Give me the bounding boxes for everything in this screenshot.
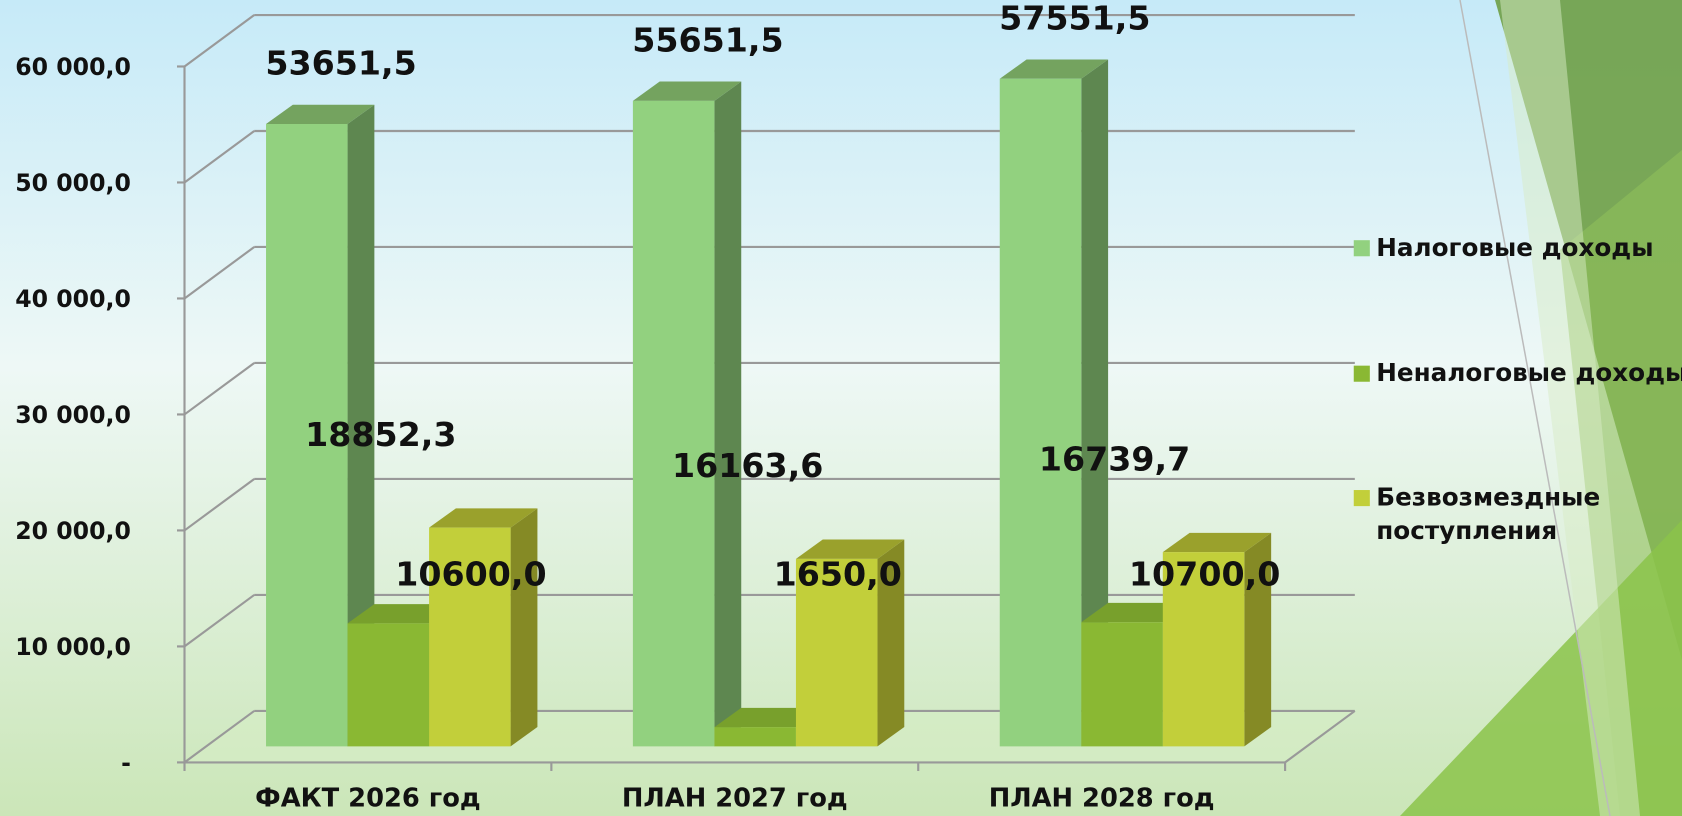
bar-face [429,508,538,528]
y-tick-label: 10 000,0 [15,633,131,661]
grid-line [183,246,255,300]
bar [632,81,742,747]
bar-face [795,558,878,747]
grid-line [183,362,255,416]
bar-face [1081,622,1163,747]
data-label: 57551,5 [999,0,1150,37]
bar-face [1081,59,1109,747]
bar [266,104,375,747]
bar-face [429,527,511,747]
data-label: 10700,0 [1129,554,1280,593]
bar-face [347,623,430,747]
floor-edge [1284,710,1356,764]
x-tick-label: ФАКТ 2026 год [255,783,481,813]
bar-face [632,100,715,747]
data-label: 53651,5 [265,44,416,83]
bar-face [510,508,538,747]
legend-label: Неналоговые доходы [1376,358,1682,387]
bar-face [999,78,1082,747]
bar-face [347,104,375,747]
x-tick-label: ПЛАН 2028 год [989,783,1215,813]
legend-label: Налоговые доходы [1376,233,1653,262]
grid-line [183,594,255,648]
y-tick-label: 60 000,0 [15,53,131,81]
legend-label: Безвозмездные поступления [1376,483,1609,545]
y-tick-label: - [121,749,131,777]
bar-face [877,539,905,747]
bar-face [714,727,796,747]
decoration [1400,0,1682,816]
bar-face [266,124,348,747]
bar-face [266,104,375,125]
legend-swatch [1353,490,1370,507]
bar-face [1162,532,1272,553]
bar [795,539,905,747]
grid-line [183,710,255,764]
y-tick-label: 50 000,0 [15,169,131,197]
y-tick-label: 40 000,0 [15,285,131,313]
y-tick-label: 30 000,0 [15,401,131,429]
bar-face [714,81,742,747]
bar-face [632,81,742,101]
bar-face [714,707,823,728]
bar [999,59,1109,747]
data-label: 18852,3 [305,415,456,454]
grid-line [183,14,255,68]
legend-swatch [1353,365,1370,382]
data-label: 10600,0 [395,554,546,593]
bar-face [999,59,1109,79]
bar-face [1081,602,1190,623]
bar-face [347,604,456,624]
bar [1162,532,1272,747]
bar-face [1162,552,1245,747]
bar-face [1244,532,1272,747]
data-label: 16739,7 [1039,440,1190,479]
data-label: 55651,5 [632,20,783,59]
legend-swatch [1353,240,1370,257]
data-label: 1650,0 [774,554,902,593]
x-tick-label: ПЛАН 2027 год [622,783,848,813]
bar [429,508,538,747]
y-tick-label: 20 000,0 [15,517,131,545]
grid-line [183,130,255,184]
plot: - 10 000,0 20 000,0 30 000,0 40 000,0 50 000,… [15,0,1682,813]
data-label: 16163,6 [672,446,823,485]
grid-line [183,478,255,532]
bar-face [795,539,905,559]
